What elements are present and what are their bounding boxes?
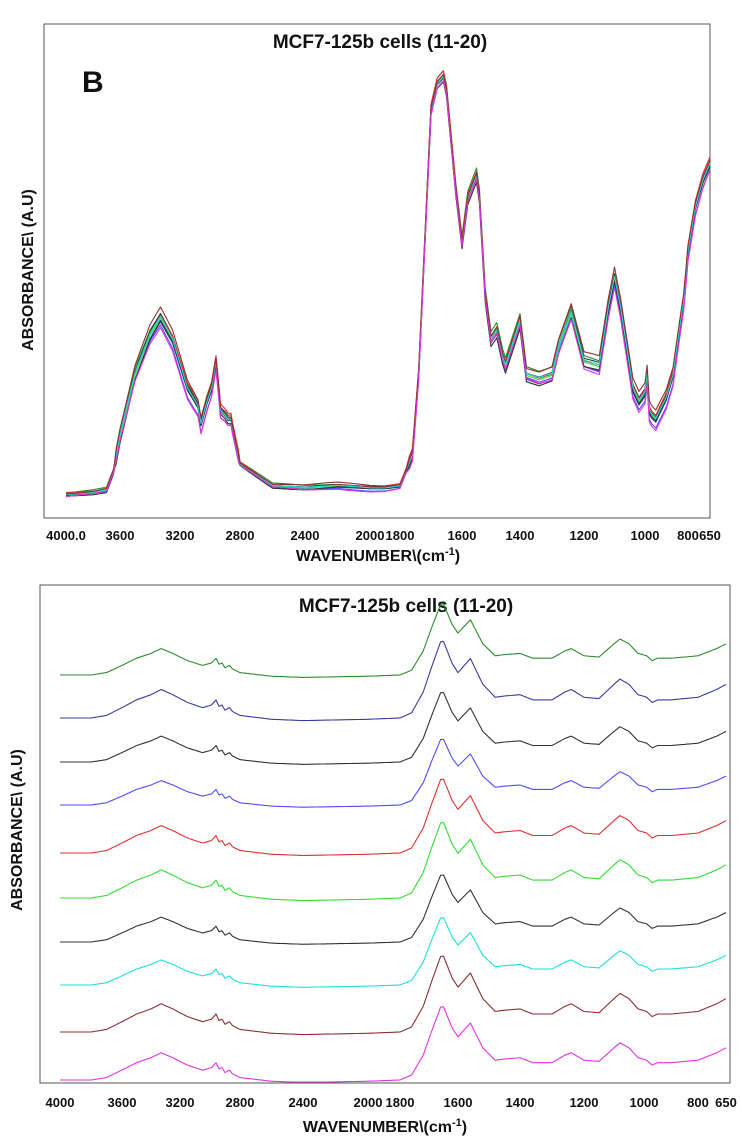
spectrum-line	[60, 738, 727, 808]
spectrum-line	[60, 603, 727, 678]
series-group	[65, 70, 711, 498]
x-axis-label-main: WAVENUMBER\(cm	[303, 1119, 452, 1136]
x-tick-label: 1800	[386, 528, 415, 543]
plot-frame	[43, 23, 711, 519]
spectrum-line	[60, 955, 727, 1036]
x-tick-label: 800	[687, 1095, 709, 1110]
chart-panel-overlaid: B MCF7-125b cells (11-20) ABSORBANCE\ (A…	[20, 23, 721, 565]
x-tick-label: 3200	[166, 1095, 195, 1110]
plot-frame	[39, 584, 731, 1084]
x-tick-label: 4000	[46, 1095, 75, 1110]
y-axis-label: ABSORBANCE\ (A.U)	[9, 749, 26, 911]
x-tick-label: 650	[715, 1095, 737, 1110]
spectrum-line	[60, 640, 727, 722]
spectrum-line	[60, 691, 727, 765]
x-axis-label: WAVENUMBER\(cm-1)	[303, 1117, 467, 1136]
x-tick-label: 1600	[444, 1095, 473, 1110]
x-tick-label: 2000	[354, 1095, 383, 1110]
x-tick-label: 2800	[226, 528, 255, 543]
x-tick-label: 1200	[570, 1095, 599, 1110]
x-axis-label-end: )	[455, 548, 460, 565]
x-tick-label: 1400	[506, 1095, 535, 1110]
chart-title: MCF7-125b cells (11-20)	[273, 32, 487, 53]
chart-title: MCF7-125b cells (11-20)	[299, 596, 513, 617]
x-tick-label: 2800	[226, 1095, 255, 1110]
x-tick-label: 1600	[448, 528, 477, 543]
spectrum-line	[65, 75, 711, 496]
x-axis-label-end: )	[462, 1119, 467, 1136]
x-tick-label: 2400	[289, 1095, 318, 1110]
x-tick-label: 1000	[630, 1095, 659, 1110]
spectrum-line	[65, 81, 711, 497]
y-axis-label: ABSORBANCE\ (A.U)	[20, 189, 37, 351]
x-tick-label: 3200	[166, 528, 195, 543]
x-tick-label: 800	[677, 528, 699, 543]
x-tick-label: 1200	[570, 528, 599, 543]
x-axis-label-sup: -1	[445, 546, 455, 558]
spectrum-line	[60, 916, 727, 988]
spectrum-line	[60, 821, 727, 902]
x-axis-label: WAVENUMBER\(cm-1)	[296, 546, 460, 565]
x-tick-label: 2000	[356, 528, 385, 543]
x-tick-label: 4000.0	[46, 528, 86, 543]
spectrum-line	[65, 80, 711, 498]
x-axis-label-main: WAVENUMBER\(cm	[296, 548, 445, 565]
spectrum-line	[60, 1006, 727, 1083]
x-tick-label: 3600	[108, 1095, 137, 1110]
x-tick-label: 3600	[106, 528, 135, 543]
spectrum-line	[65, 70, 711, 494]
x-tick-labels: 4000 3600 3200 2800 2400 2000 1800 1600 1400 1200…	[46, 1095, 737, 1110]
spectrum-line	[60, 874, 727, 945]
x-tick-label: 1000	[631, 528, 660, 543]
x-tick-labels: 4000.0 3600 3200 2800 2400 2000 1800 1600 1400 12…	[46, 528, 721, 543]
x-tick-label: 650	[699, 528, 721, 543]
spectrum-line	[65, 73, 711, 495]
x-tick-label: 2400	[291, 528, 320, 543]
spectrum-line	[60, 778, 727, 857]
x-axis-label-sup: -1	[452, 1117, 462, 1129]
chart-panel-stacked: MCF7-125b cells (11-20) ABSORBANCE\ (A.U…	[9, 584, 737, 1136]
x-tick-label: 1800	[386, 1095, 415, 1110]
panel-letter: B	[82, 66, 104, 99]
series-group	[60, 603, 727, 1083]
x-tick-label: 1400	[506, 528, 535, 543]
